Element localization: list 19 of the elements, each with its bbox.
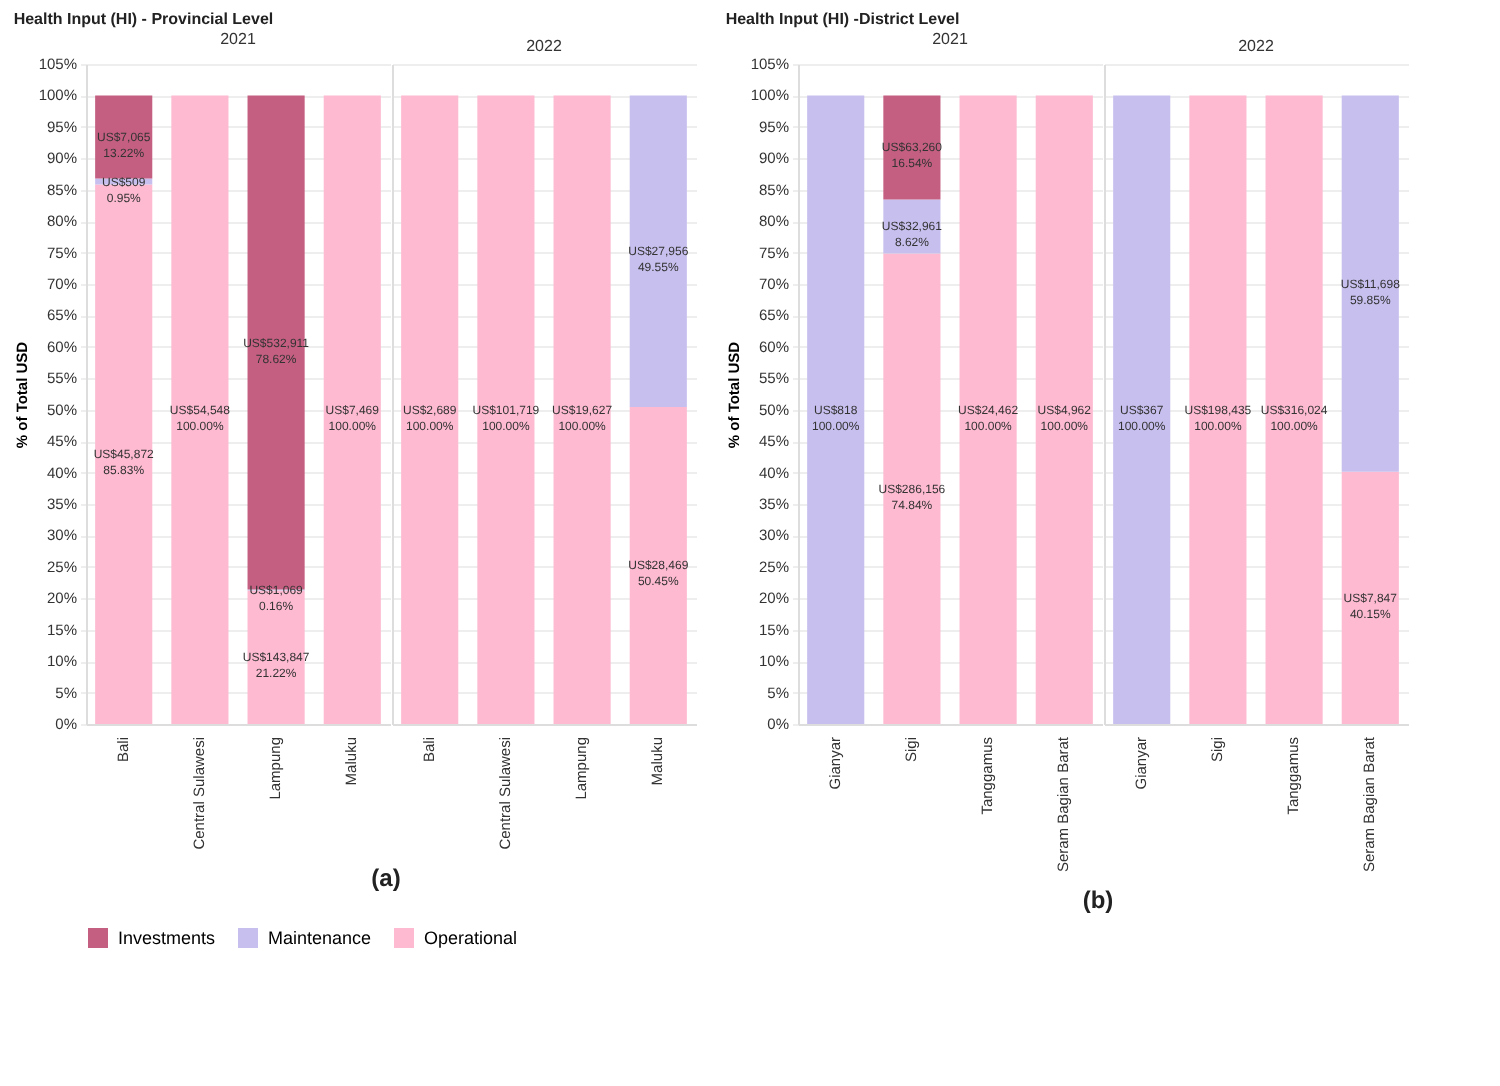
- legend-label: Operational: [424, 928, 518, 948]
- bar: [807, 95, 865, 724]
- bar: [883, 253, 941, 724]
- text: (b): [1082, 886, 1114, 914]
- bar: [959, 95, 1017, 724]
- bar: [883, 95, 941, 200]
- chart-subtitle: 2022: [1238, 37, 1275, 55]
- bar: [323, 95, 381, 724]
- chart-subtitle: 2021: [220, 30, 257, 48]
- legend-label: Investments: [118, 928, 217, 948]
- chart-title: Health Input (HI) -District Level: [725, 10, 960, 28]
- text: (a): [371, 864, 401, 892]
- chart-subtitle: 2022: [526, 37, 563, 55]
- chart-title: Health Input (HI) - Provincial Level: [13, 10, 274, 28]
- bar: [95, 184, 153, 724]
- legend-label: Maintenance: [268, 928, 372, 948]
- bar: [1035, 95, 1093, 724]
- chart-subtitle: 2021: [932, 30, 969, 48]
- bar: [171, 95, 229, 724]
